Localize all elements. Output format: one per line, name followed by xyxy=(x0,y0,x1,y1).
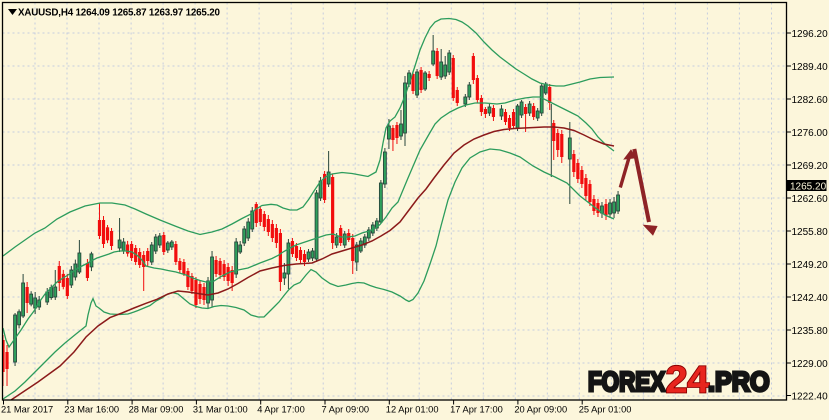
svg-text:31 Mar 01:00: 31 Mar 01:00 xyxy=(193,405,248,415)
svg-text:1265.20: 1265.20 xyxy=(790,182,827,193)
svg-text:1242.40: 1242.40 xyxy=(792,293,829,304)
svg-text:1235.80: 1235.80 xyxy=(792,326,829,337)
svg-text:1222.40: 1222.40 xyxy=(792,392,829,403)
svg-text:23 Mar 16:00: 23 Mar 16:00 xyxy=(64,405,119,415)
svg-text:1282.60: 1282.60 xyxy=(792,95,829,106)
svg-text:1289.40: 1289.40 xyxy=(792,62,829,73)
svg-text:1229.00: 1229.00 xyxy=(792,359,829,370)
svg-text:1296.20: 1296.20 xyxy=(792,29,829,40)
svg-text:7 Apr 09:00: 7 Apr 09:00 xyxy=(322,405,370,415)
svg-text:17 Apr 17:00: 17 Apr 17:00 xyxy=(450,405,503,415)
svg-text:1276.00: 1276.00 xyxy=(792,128,829,139)
svg-text:1269.20: 1269.20 xyxy=(792,161,829,172)
svg-text:1249.20: 1249.20 xyxy=(792,260,829,271)
svg-text:24: 24 xyxy=(666,359,710,401)
svg-text:FOREX: FOREX xyxy=(588,367,665,398)
svg-text:12 Apr 01:00: 12 Apr 01:00 xyxy=(386,405,439,415)
svg-text:.PRO: .PRO xyxy=(708,366,770,398)
svg-text:XAUUSD,H4 1264.09 1265.87 126: XAUUSD,H4 1264.09 1265.87 1263.97 1265.2… xyxy=(18,8,221,19)
svg-text:28 Mar 09:00: 28 Mar 09:00 xyxy=(129,405,184,415)
svg-text:1255.80: 1255.80 xyxy=(792,227,829,238)
svg-text:21 Mar 2017: 21 Mar 2017 xyxy=(1,405,53,415)
svg-text:4 Apr 17:00: 4 Apr 17:00 xyxy=(257,405,305,415)
svg-text:25 Apr 01:00: 25 Apr 01:00 xyxy=(579,405,632,415)
svg-text:20 Apr 09:00: 20 Apr 09:00 xyxy=(514,405,567,415)
svg-text:1262.60: 1262.60 xyxy=(792,194,829,205)
